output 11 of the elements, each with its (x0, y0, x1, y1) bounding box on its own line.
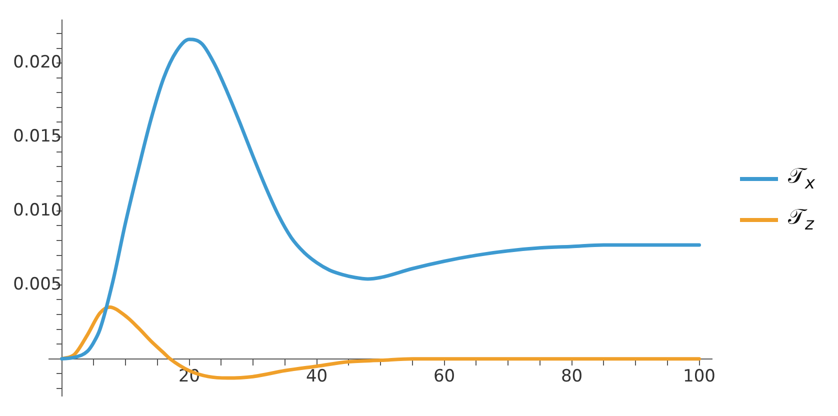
x-tick-label: 100 (683, 366, 716, 386)
x-tick-label: 40 (306, 366, 328, 386)
line-series (60, 38, 701, 361)
y-tick-label: 0.010 (13, 200, 62, 220)
y-tick-label: 0.020 (13, 52, 62, 73)
y-tick-label: 0.005 (13, 274, 62, 294)
legend-label: 𝒯$_{z}$ (788, 205, 814, 235)
x-tick-label: 80 (560, 366, 583, 386)
legend-label: 𝒯$_{x}$ (788, 164, 816, 194)
y-tick-label: 0.015 (13, 126, 62, 146)
x-tick-label: 60 (433, 366, 456, 386)
